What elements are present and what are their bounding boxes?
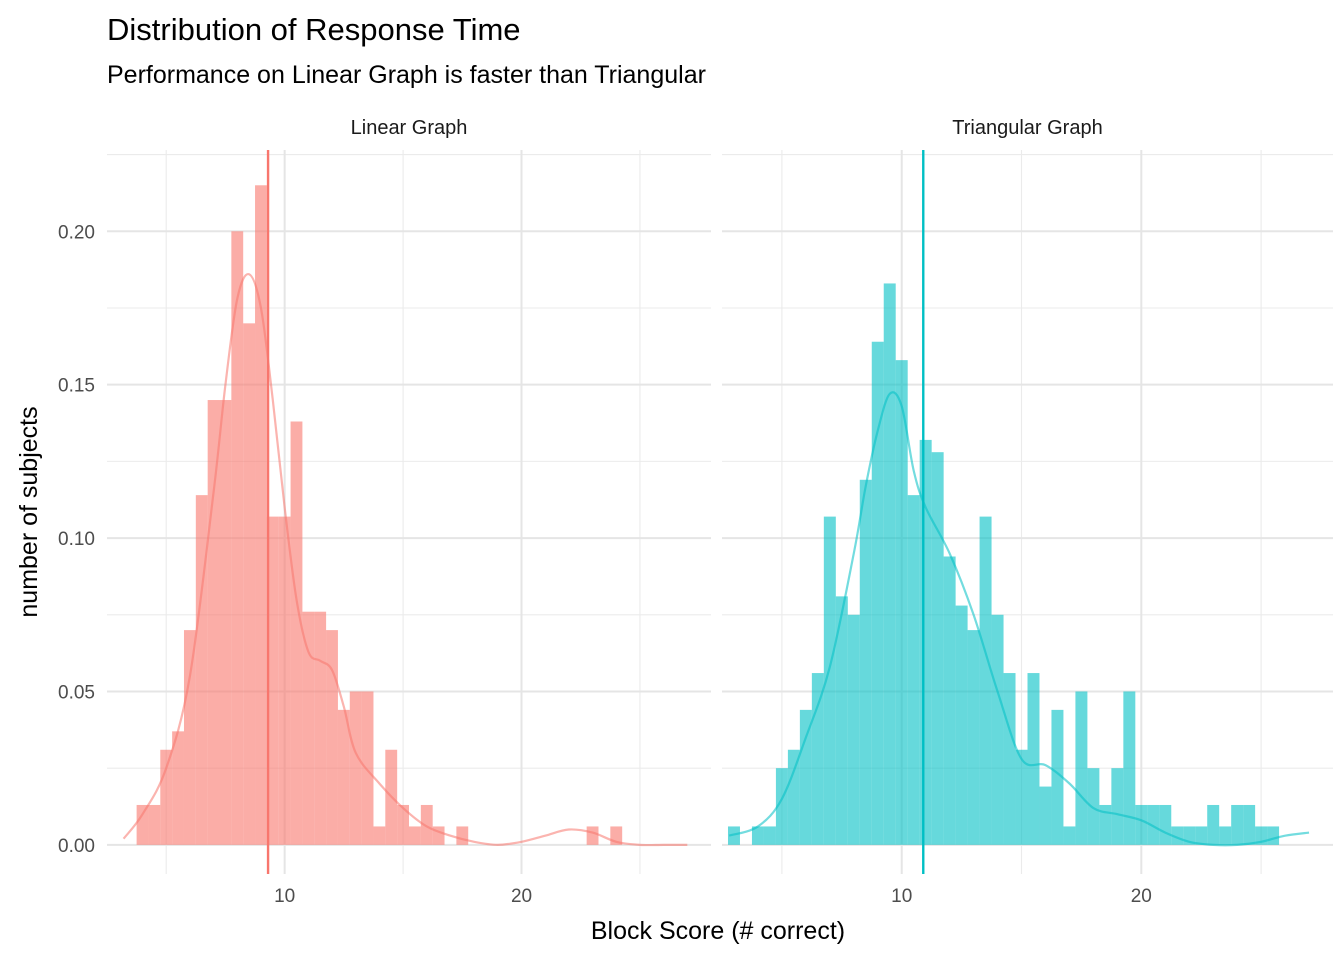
histogram-bar [1255,826,1268,845]
chart-title: Distribution of Response Time [107,12,521,47]
histogram-bar [835,596,848,845]
histogram-bar [136,804,149,845]
histogram-bar [1063,826,1076,845]
histogram-bar [326,630,338,845]
histogram-bar [919,439,932,845]
histogram-bar [290,421,303,845]
histogram-bar [1015,749,1028,845]
histogram-bar [148,804,161,845]
histogram-bar [1159,804,1172,845]
histogram-bar [1123,691,1136,845]
y-axis-ticks: 0.00 0.05 0.10 0.15 0.20 [58,222,95,857]
histogram-bar [859,479,872,845]
histogram-bar [1171,826,1184,845]
histogram-bar [1231,804,1244,845]
histogram-bar [172,731,184,845]
histogram-bar [219,400,232,845]
histogram-bar [255,185,267,845]
x-tick-label: 20 [1131,886,1152,907]
histogram-bar [302,611,315,845]
histogram-bar [456,826,469,845]
histogram-bar [586,826,599,845]
y-tick-label: 0.15 [58,376,95,397]
histogram-bar [1087,768,1100,845]
histogram-bar [799,709,812,845]
histogram-bar [871,341,884,845]
histogram-bar [931,452,944,845]
histogram-bar [943,556,956,845]
histogram-bar [823,516,836,845]
histogram-bar [1207,804,1220,845]
histogram-bar [751,826,764,845]
histogram-bar [610,826,623,845]
histogram-bar [231,231,244,845]
histogram-bar [1039,786,1052,845]
histogram-bar [895,360,908,845]
histogram-bar [1099,804,1112,845]
histogram-bar [207,400,220,845]
histogram-bar [787,749,800,845]
histogram-bar [1003,673,1016,845]
histogram-bar [397,804,409,845]
histogram-bar [243,323,256,845]
histogram-bar [1027,673,1040,845]
y-tick-label: 0.20 [58,222,95,243]
histogram-bar [1195,826,1208,845]
facet-strip-label: Triangular Graph [952,117,1102,139]
histogram-bar [1075,691,1088,845]
histogram-bar [955,605,968,845]
x-tick-label: 20 [511,886,532,907]
histogram-bar [195,495,208,845]
histogram-bar [160,749,173,845]
density-curve [728,391,1310,847]
histogram-bar [420,804,433,845]
histogram-bar [847,614,860,845]
histogram-bar [1051,709,1064,845]
histogram-bar [314,611,327,845]
histogram-bar [266,516,279,845]
histogram-bar [979,516,992,845]
facet-strip-label: Linear Graph [351,117,468,139]
y-tick-label: 0.10 [58,529,95,550]
facet-panel: Linear Graph 10 20 [107,117,711,907]
histogram-bar [432,826,445,845]
histogram-bar [1243,804,1256,845]
histogram-bar [811,673,824,845]
histogram-bar [775,768,788,845]
histogram-bar [1135,804,1148,845]
chart-subtitle: Performance on Linear Graph is faster th… [107,61,706,89]
histogram-bar [1147,804,1160,845]
histogram-bar [883,283,896,845]
histogram-bar [373,826,386,845]
histogram-bar [1219,826,1232,845]
y-axis-title: number of subjects [15,406,43,617]
facet-panels: Linear Graph 10 20 Triangular Graph 10 20 [107,117,1333,907]
histogram-bar [409,826,421,845]
histogram-bar [337,709,350,845]
histogram-bar [991,614,1004,845]
histogram-bar [1183,826,1196,845]
density-curve [122,273,688,847]
x-tick-label: 10 [891,886,912,907]
histogram-bar [361,691,374,845]
histogram-bar [1111,768,1124,845]
histogram-bar [278,516,291,845]
histogram-bar [967,630,980,845]
y-tick-label: 0.05 [58,682,95,703]
histogram-bar [763,826,776,845]
facet-panel: Triangular Graph 10 20 [722,117,1333,907]
x-axis-title: Block Score (# correct) [591,917,845,945]
histogram-bar [907,495,920,845]
histogram-bar [183,630,196,845]
histogram-bar [1267,826,1280,845]
y-tick-label: 0.00 [58,836,95,857]
histogram-bar [349,691,362,845]
x-tick-label: 10 [274,886,295,907]
